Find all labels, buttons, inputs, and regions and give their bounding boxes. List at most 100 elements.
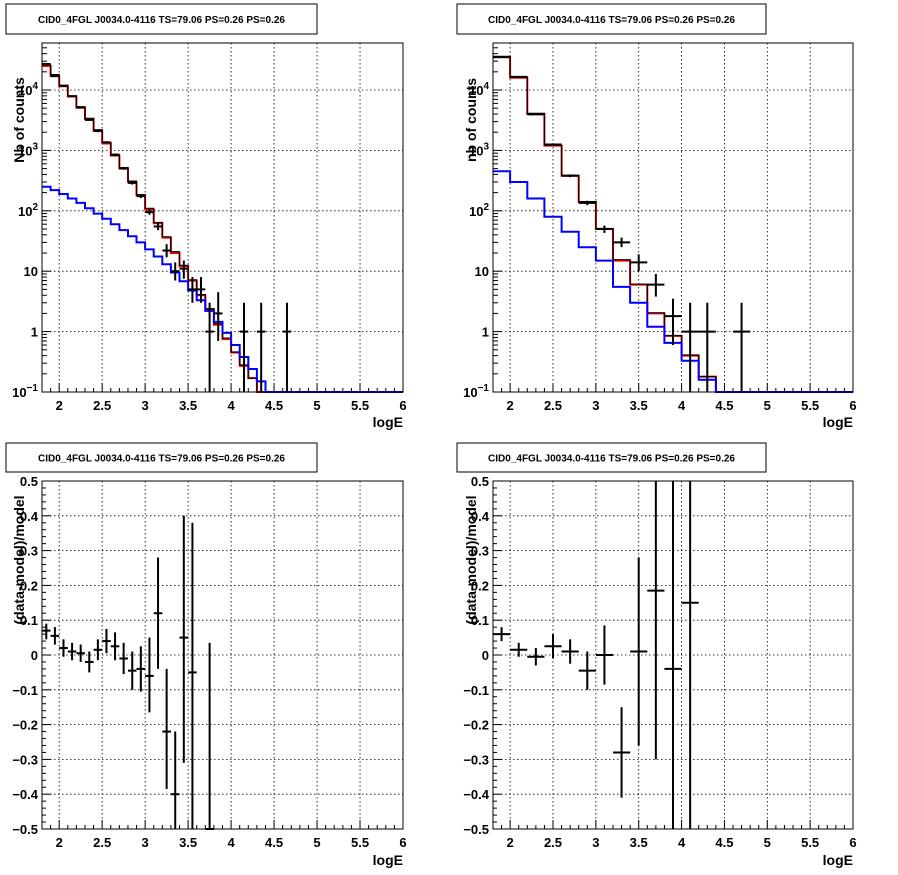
data-point — [162, 244, 171, 258]
plot-top-left: 2 2.5 3 3.5 4 4.5 5 5.5 6 10−1 1 10 102 103 104 logE Nb … — [5, 3, 407, 430]
x-tick-label: 5 — [313, 398, 320, 413]
x-axis-label: logE — [823, 852, 853, 868]
data-points — [42, 515, 214, 830]
x-tick-label: 4.5 — [715, 835, 733, 850]
x-tick-label: 3.5 — [179, 398, 197, 413]
data-point — [613, 237, 631, 248]
data-point — [67, 642, 77, 661]
axes-frame — [41, 480, 404, 830]
y-tick-label: 0.4 — [471, 509, 490, 524]
data-point — [544, 143, 562, 146]
data-point — [733, 302, 751, 392]
data-point — [561, 639, 579, 664]
x-tick-label: 6 — [399, 835, 406, 850]
x-axis-label: logE — [373, 852, 403, 868]
data-point — [102, 141, 111, 144]
x-tick-label: 3 — [592, 398, 599, 413]
x-tick-label: 2.5 — [93, 835, 111, 850]
data-point — [205, 302, 214, 392]
y-tick-label: 0.5 — [471, 474, 489, 489]
y-tick-label: 0.1 — [471, 613, 489, 628]
title-box — [5, 442, 318, 473]
data-point — [256, 302, 266, 392]
data-points — [42, 62, 292, 392]
data-point — [493, 627, 511, 642]
y-tick-label: 104 — [18, 81, 38, 98]
y-tick-label: 104 — [469, 81, 489, 98]
data-point — [188, 277, 197, 303]
data-points — [493, 481, 699, 829]
data-point — [170, 731, 180, 829]
data-point — [119, 642, 128, 675]
ticks — [41, 42, 404, 393]
y-axis-label: nb of counts — [463, 78, 479, 162]
data-point — [162, 668, 171, 789]
data-point — [196, 277, 206, 303]
data-point — [84, 118, 94, 121]
x-tick-label: 4.5 — [715, 398, 733, 413]
x-axis-label: logE — [823, 414, 853, 430]
plot-top-right: 2 2.5 3 3.5 4 4.5 5 5.5 6 10−1 1 10 102 103 104 logE nb … — [456, 3, 857, 430]
x-tick-label: 6 — [849, 835, 856, 850]
data-point — [561, 174, 579, 178]
data-point — [93, 639, 103, 661]
data-points — [493, 56, 751, 392]
data-point — [42, 623, 51, 640]
data-point — [119, 167, 128, 170]
data-point — [578, 200, 596, 206]
y-axis-label: (data-model)/model — [463, 495, 479, 624]
data-point — [50, 627, 60, 645]
data-point — [93, 129, 103, 133]
x-tick-label: 6 — [399, 398, 406, 413]
x-tick-label: 4 — [678, 835, 686, 850]
data-point — [647, 273, 665, 297]
x-tick-label: 5.5 — [351, 835, 369, 850]
x-tick-label: 3.5 — [630, 835, 648, 850]
y-tick-label: −0.2 — [12, 718, 38, 733]
title-box — [456, 3, 767, 35]
x-tick-label: 3.5 — [179, 835, 197, 850]
axes-frame — [492, 480, 854, 830]
data-point — [213, 292, 223, 341]
data-point — [595, 625, 613, 685]
y-tick-label: −0.3 — [12, 752, 38, 767]
y-tick-label: 10−1 — [463, 383, 489, 400]
data-point — [76, 106, 85, 109]
data-point — [595, 225, 613, 233]
data-point — [110, 153, 120, 156]
x-tick-label: 5.5 — [801, 835, 819, 850]
y-tick-label: −0.4 — [463, 787, 489, 802]
y-tick-label: 103 — [469, 141, 489, 158]
data-point — [127, 181, 137, 185]
x-tick-label: 5.5 — [351, 398, 369, 413]
data-point — [510, 75, 528, 78]
y-tick-label: 1 — [482, 325, 489, 340]
y-tick-label: −0.5 — [12, 822, 38, 837]
x-tick-label: 4 — [227, 835, 235, 850]
y-tick-label: −0.5 — [463, 822, 489, 837]
x-tick-label: 3 — [142, 398, 149, 413]
y-tick-label: 0.2 — [471, 578, 489, 593]
x-tick-label: 2 — [507, 835, 514, 850]
data-point — [110, 632, 120, 661]
data-point — [578, 651, 596, 690]
y-tick-label: 10−1 — [12, 383, 38, 400]
x-axis-label: logE — [373, 414, 403, 430]
x-tick-label: 3 — [142, 835, 149, 850]
chart-title: CID0_4FGL J0034.0-4116 TS=79.06 PS=0.26 … — [488, 454, 735, 465]
data-point — [42, 62, 51, 65]
data-point — [544, 634, 562, 659]
y-tick-label: 102 — [469, 202, 489, 219]
y-tick-label: −0.3 — [463, 752, 489, 767]
axes-frame — [492, 42, 854, 393]
data-point — [239, 302, 249, 392]
data-point — [613, 707, 631, 798]
y-tick-label: 1 — [31, 325, 38, 340]
y-axis-label: Nb of counts — [11, 77, 27, 163]
x-tick-label: 2 — [56, 398, 63, 413]
data-point — [664, 481, 682, 829]
x-tick-label: 2.5 — [93, 398, 111, 413]
x-tick-label: 2 — [507, 398, 514, 413]
data-point — [76, 644, 85, 662]
